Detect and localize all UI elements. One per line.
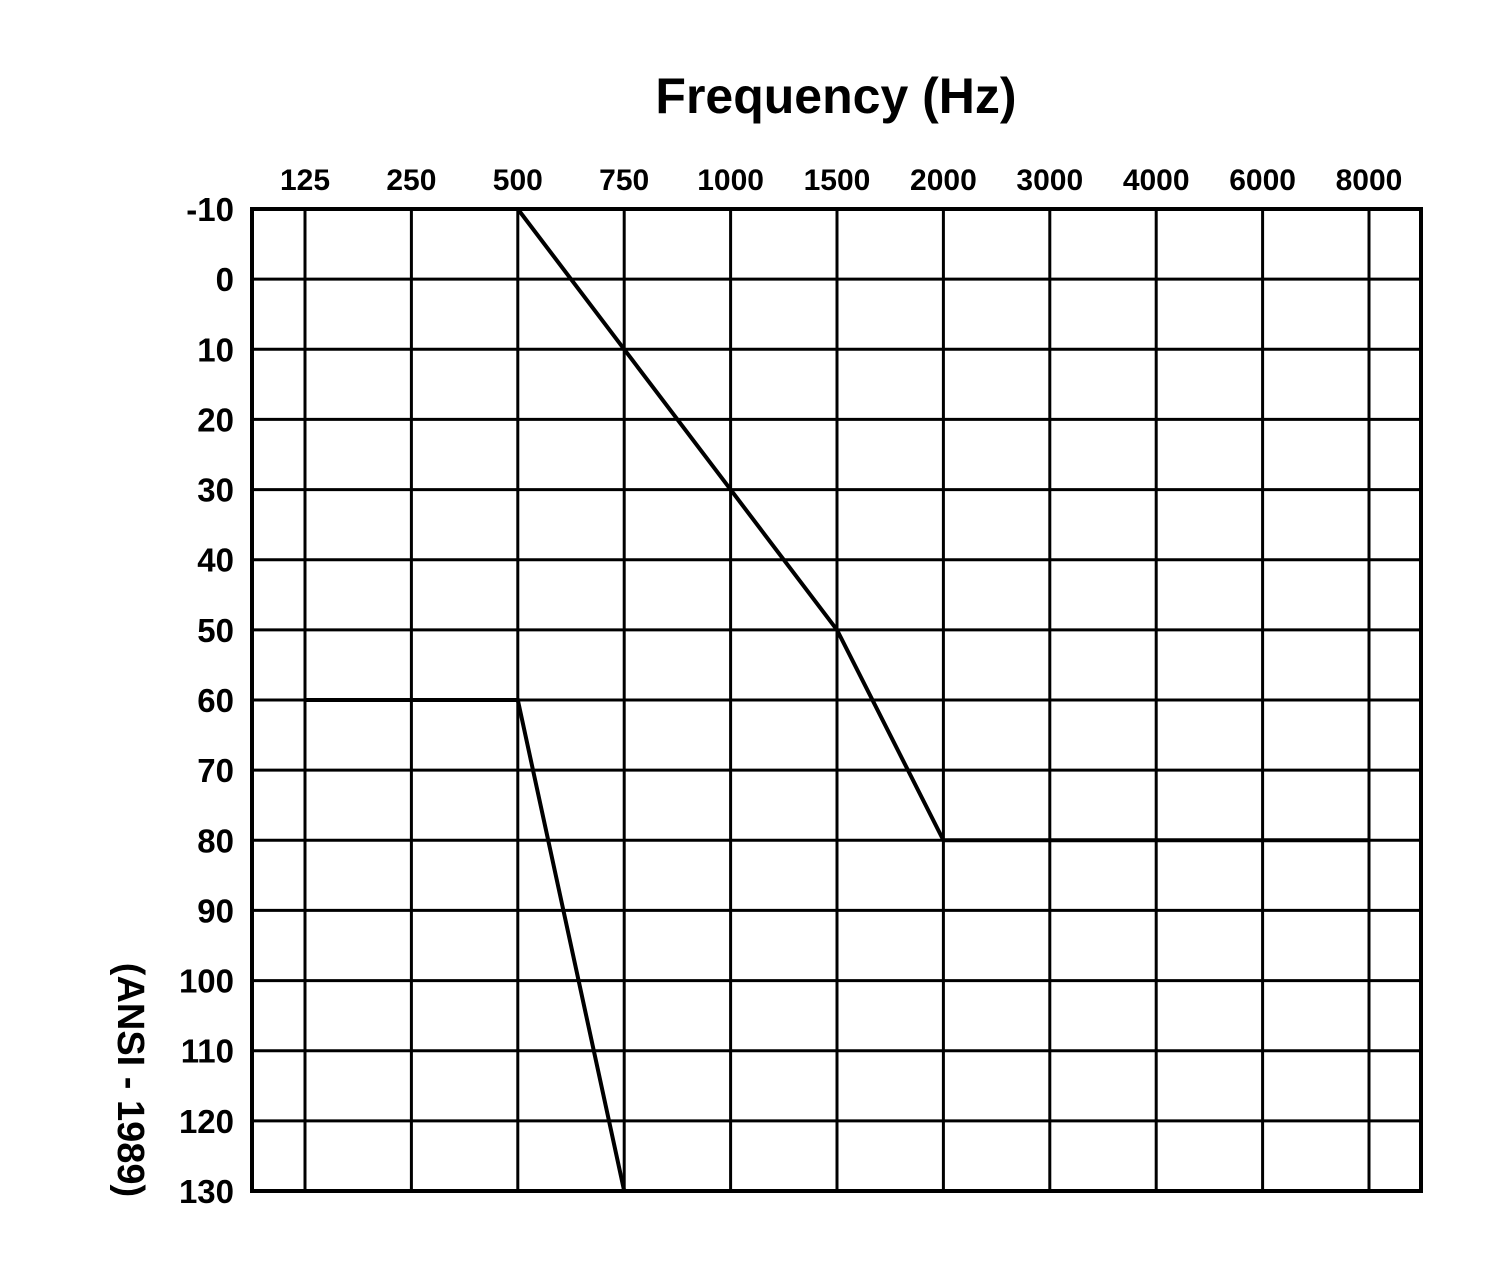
y-tick-50: 50 [197, 612, 234, 649]
x-tick-1000: 1000 [697, 164, 764, 197]
x-tick-2000: 2000 [910, 164, 977, 197]
x-tick-4000: 4000 [1123, 164, 1190, 197]
x-tick-1500: 1500 [804, 164, 871, 197]
y-tick-30: 30 [197, 472, 234, 509]
x-tick-8000: 8000 [1336, 164, 1403, 197]
y-tick-130: 130 [179, 1173, 234, 1210]
y-tick--10: -10 [186, 191, 234, 228]
x-tick-250: 250 [386, 164, 436, 197]
y-tick-20: 20 [197, 401, 234, 438]
y-tick-40: 40 [197, 542, 234, 579]
x-tick-6000: 6000 [1229, 164, 1296, 197]
x-tick-750: 750 [599, 164, 649, 197]
series-line-1 [516, 207, 1369, 843]
plot-frame [250, 207, 1423, 1193]
y-tick-60: 60 [197, 682, 234, 719]
y-tick-110: 110 [181, 1033, 234, 1070]
x-tick-labels: 125 250 500 750 1000 1500 2000 3000 4000 6000 8000 [280, 164, 1402, 197]
x-tick-125: 125 [280, 164, 330, 197]
y-tick-labels: -10 0 10 20 30 40 50 60 70 80 90 100 110 120 130 [179, 191, 234, 1210]
y-tick-100: 100 [179, 963, 234, 1000]
y-tick-80: 80 [197, 822, 234, 859]
y-tick-0: 0 [216, 261, 234, 298]
x-tick-500: 500 [493, 164, 543, 197]
y-tick-120: 120 [179, 1103, 234, 1140]
chart-title: Frequency (Hz) [655, 68, 1016, 124]
standard-label: (ANSI - 1989) [109, 963, 151, 1197]
x-tick-3000: 3000 [1016, 164, 1083, 197]
y-tick-90: 90 [197, 892, 234, 929]
y-tick-10: 10 [197, 331, 234, 368]
y-tick-70: 70 [197, 752, 234, 789]
